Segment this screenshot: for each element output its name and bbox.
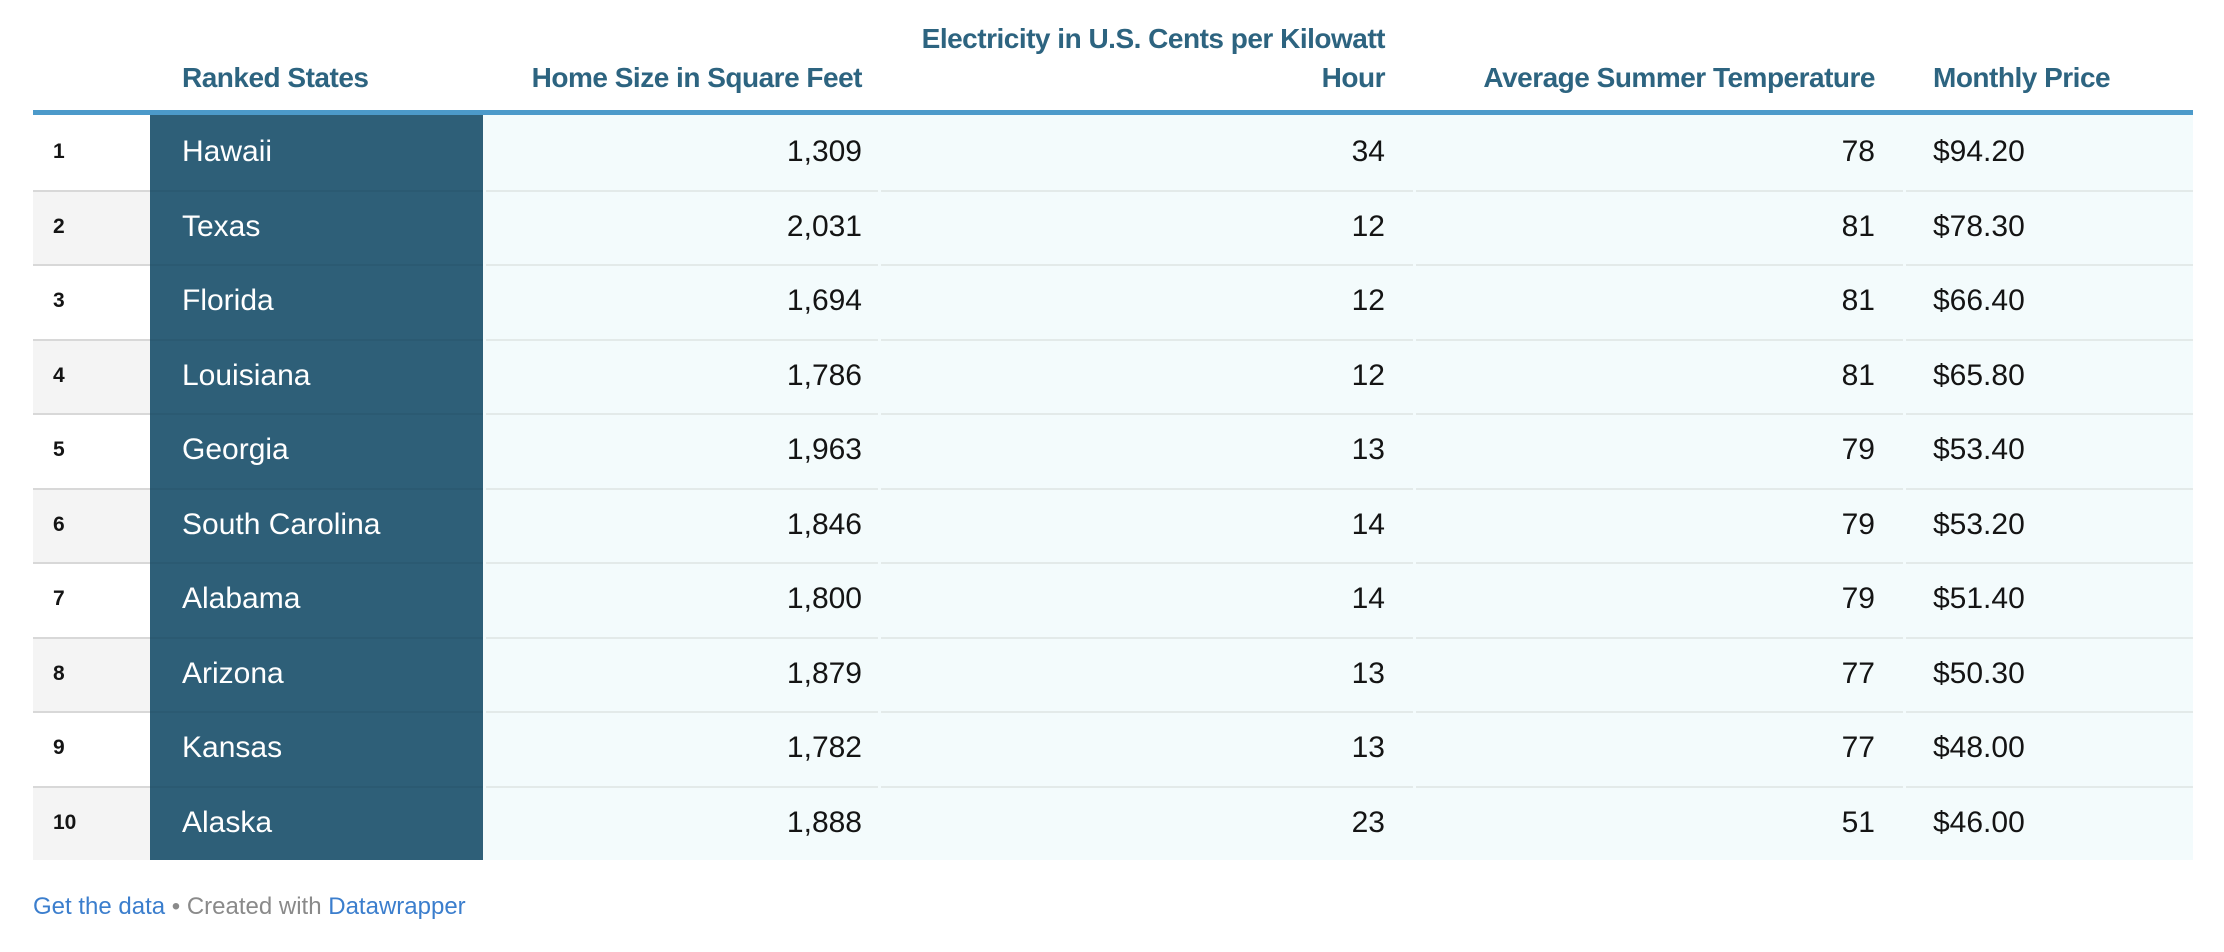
temperature-cell: 81 xyxy=(1413,264,1903,339)
price-cell: $50.30 xyxy=(1903,636,2193,711)
get-the-data-link[interactable]: Get the data xyxy=(33,893,166,920)
rank-cell: 9 xyxy=(33,711,150,786)
column-header-home-size-label: Home Size in Square Feet xyxy=(531,62,863,94)
state-cell: Kansas xyxy=(150,711,483,786)
temperature-cell: 79 xyxy=(1413,487,1903,562)
table-row: 8 Arizona 1,879 13 77 $50.30 xyxy=(33,636,2193,711)
state-cell: Alaska xyxy=(150,785,483,860)
price-cell: $94.20 xyxy=(1903,115,2193,190)
table-body: 1 Hawaii 1,309 34 78 $94.20 2 Texas 2,03… xyxy=(33,115,2193,860)
temperature-cell: 79 xyxy=(1413,413,1903,488)
electricity-cell: 23 xyxy=(878,785,1413,860)
footer-created-with-text: Created with xyxy=(186,893,322,920)
temperature-cell: 51 xyxy=(1413,785,1903,860)
temperature-cell: 78 xyxy=(1413,115,1903,190)
table-header: Ranked States Home Size in Square Feet E… xyxy=(33,0,2193,115)
table-row: 1 Hawaii 1,309 34 78 $94.20 xyxy=(33,115,2193,190)
state-cell: Alabama xyxy=(150,562,483,637)
column-header-electricity-line2: Hour xyxy=(1321,62,1386,94)
table-row: 2 Texas 2,031 12 81 $78.30 xyxy=(33,189,2193,264)
footer: Get the data • Created with Datawrapper xyxy=(33,893,2193,921)
price-cell: $78.30 xyxy=(1903,189,2193,264)
temperature-cell: 77 xyxy=(1413,636,1903,711)
home-size-cell: 1,888 xyxy=(483,785,878,860)
home-size-cell: 1,309 xyxy=(483,115,878,190)
footer-separator: • xyxy=(171,893,181,920)
home-size-cell: 1,800 xyxy=(483,562,878,637)
state-cell: Hawaii xyxy=(150,115,483,190)
electricity-cell: 34 xyxy=(878,115,1413,190)
column-header-electricity: Electricity in U.S. Cents per Kilowatt H… xyxy=(878,0,1413,115)
price-cell: $46.00 xyxy=(1903,785,2193,860)
state-cell: Louisiana xyxy=(150,338,483,413)
price-cell: $48.00 xyxy=(1903,711,2193,786)
electricity-cell: 12 xyxy=(878,338,1413,413)
electricity-cell: 12 xyxy=(878,189,1413,264)
electricity-cell: 13 xyxy=(878,413,1413,488)
home-size-cell: 1,694 xyxy=(483,264,878,339)
column-header-summer-temperature-label: Average Summer Temperature xyxy=(1483,62,1875,94)
table-row: 6 South Carolina 1,846 14 79 $53.20 xyxy=(33,487,2193,562)
electricity-cell: 13 xyxy=(878,636,1413,711)
temperature-cell: 81 xyxy=(1413,189,1903,264)
home-size-cell: 1,846 xyxy=(483,487,878,562)
datawrapper-link[interactable]: Datawrapper xyxy=(328,893,466,920)
home-size-cell: 1,879 xyxy=(483,636,878,711)
column-header-electricity-line1: Electricity in U.S. Cents per Kilowatt xyxy=(921,22,1386,54)
rank-cell: 8 xyxy=(33,636,150,711)
temperature-cell: 77 xyxy=(1413,711,1903,786)
column-header-monthly-price-label: Monthly Price xyxy=(1933,62,2111,94)
rank-cell: 3 xyxy=(33,264,150,339)
state-cell: Florida xyxy=(150,264,483,339)
rank-cell: 10 xyxy=(33,785,150,860)
table-row: 4 Louisiana 1,786 12 81 $65.80 xyxy=(33,338,2193,413)
rank-cell: 7 xyxy=(33,562,150,637)
rank-cell: 2 xyxy=(33,189,150,264)
rank-cell: 6 xyxy=(33,487,150,562)
header-row: Ranked States Home Size in Square Feet E… xyxy=(33,0,2193,115)
price-cell: $53.20 xyxy=(1903,487,2193,562)
state-cell: Georgia xyxy=(150,413,483,488)
electricity-cell: 14 xyxy=(878,487,1413,562)
rank-cell: 1 xyxy=(33,115,150,190)
price-cell: $51.40 xyxy=(1903,562,2193,637)
table-row: 3 Florida 1,694 12 81 $66.40 xyxy=(33,264,2193,339)
table-row: 5 Georgia 1,963 13 79 $53.40 xyxy=(33,413,2193,488)
temperature-cell: 79 xyxy=(1413,562,1903,637)
home-size-cell: 2,031 xyxy=(483,189,878,264)
column-header-ranked-states: Ranked States xyxy=(150,0,483,115)
rank-cell: 4 xyxy=(33,338,150,413)
state-cell: South Carolina xyxy=(150,487,483,562)
home-size-cell: 1,782 xyxy=(483,711,878,786)
electricity-cell: 12 xyxy=(878,264,1413,339)
temperature-cell: 81 xyxy=(1413,338,1903,413)
rank-cell: 5 xyxy=(33,413,150,488)
home-size-cell: 1,786 xyxy=(483,338,878,413)
column-header-home-size: Home Size in Square Feet xyxy=(483,0,878,115)
price-cell: $66.40 xyxy=(1903,264,2193,339)
column-header-summer-temperature: Average Summer Temperature xyxy=(1413,0,1903,115)
states-table: Ranked States Home Size in Square Feet E… xyxy=(33,0,2193,860)
table-row: 9 Kansas 1,782 13 77 $48.00 xyxy=(33,711,2193,786)
electricity-cell: 13 xyxy=(878,711,1413,786)
state-cell: Texas xyxy=(150,189,483,264)
table-row: 10 Alaska 1,888 23 51 $46.00 xyxy=(33,785,2193,860)
column-header-ranked-states-label: Ranked States xyxy=(182,62,369,94)
column-header-monthly-price: Monthly Price xyxy=(1903,0,2193,115)
column-header-rank xyxy=(33,0,150,115)
home-size-cell: 1,963 xyxy=(483,413,878,488)
price-cell: $53.40 xyxy=(1903,413,2193,488)
price-cell: $65.80 xyxy=(1903,338,2193,413)
table-row: 7 Alabama 1,800 14 79 $51.40 xyxy=(33,562,2193,637)
electricity-cell: 14 xyxy=(878,562,1413,637)
state-cell: Arizona xyxy=(150,636,483,711)
